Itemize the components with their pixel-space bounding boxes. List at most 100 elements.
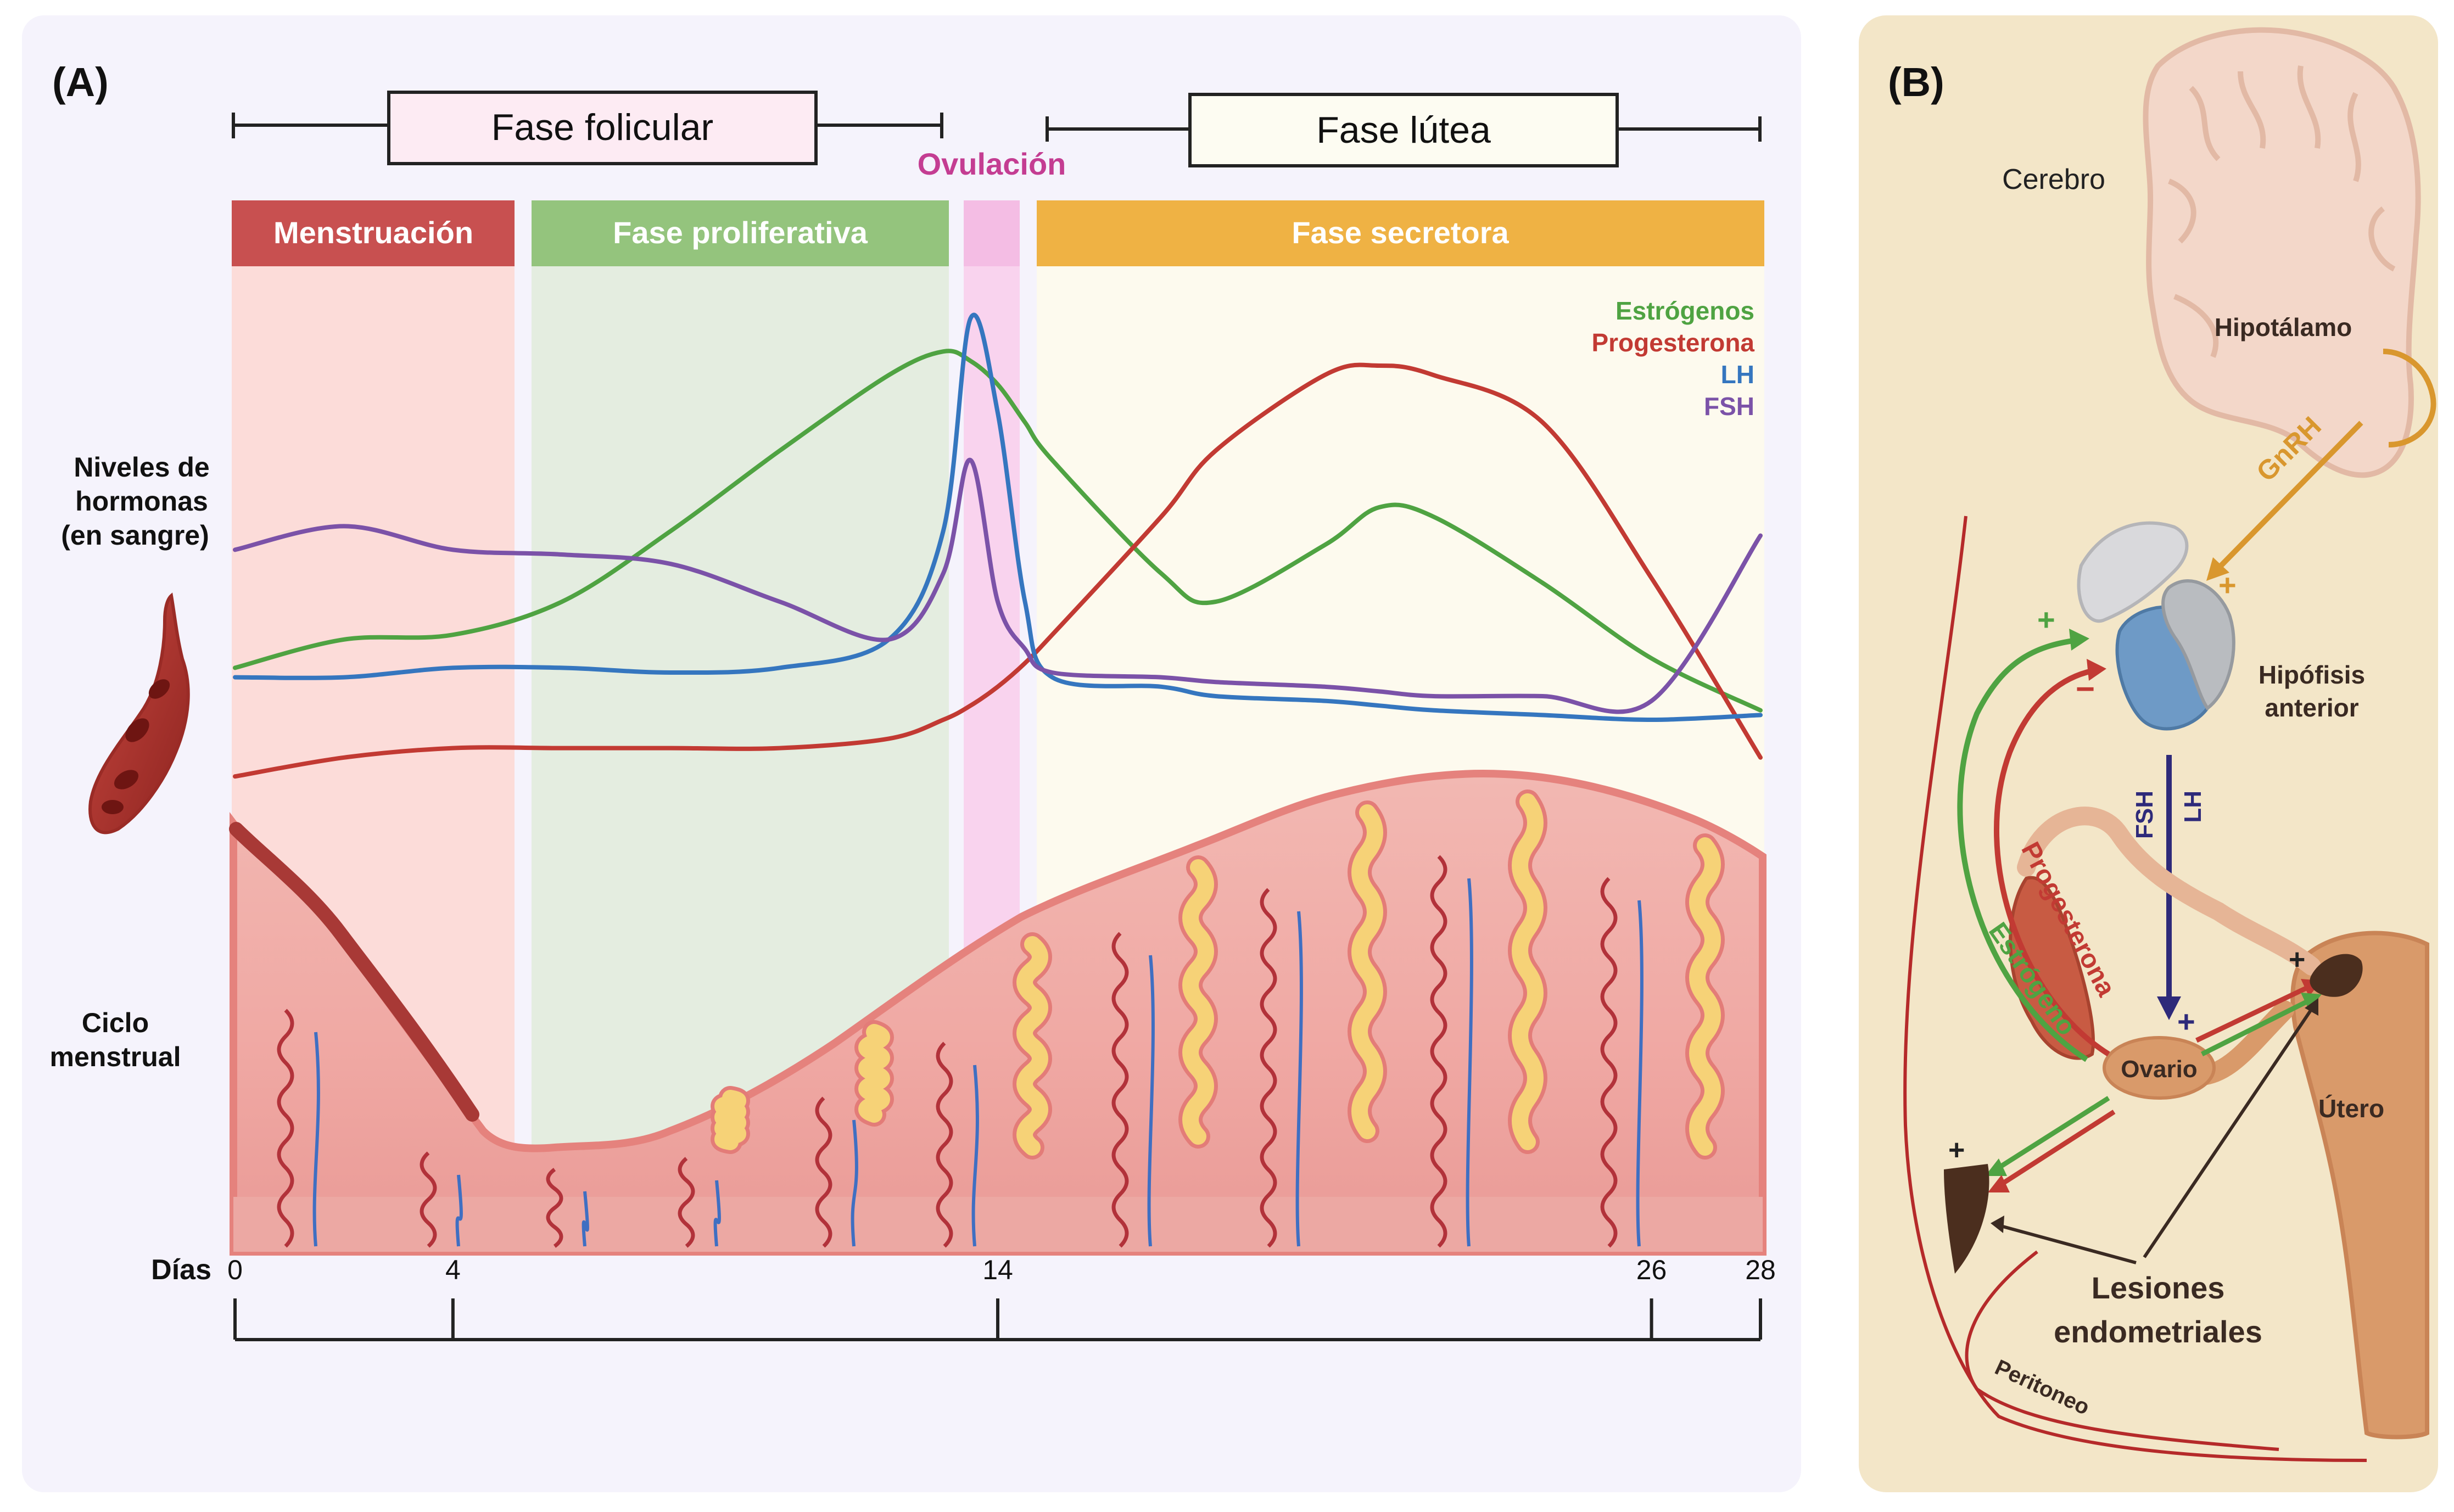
brain-label: Cerebro xyxy=(2002,164,2105,195)
luteal-phase-box xyxy=(1188,93,1619,167)
vein-1 xyxy=(455,1174,463,1247)
legend-lh: LH xyxy=(1721,360,1754,389)
day-tick-label-4: 28 xyxy=(1745,1255,1776,1285)
proliferative-header xyxy=(532,200,949,266)
vein-7 xyxy=(1295,911,1303,1247)
secretory-header-label: Fase secretora xyxy=(1292,215,1509,250)
uterus-shape xyxy=(2290,931,2429,1440)
luteal-phase-label: Fase lútea xyxy=(1316,109,1491,151)
gland-6 xyxy=(1689,837,1721,1156)
menstruation-header xyxy=(232,200,515,266)
legend: Estrógenos Progesterona LH FSH xyxy=(1591,296,1754,421)
hormone-levels-label-line2: hormonas xyxy=(75,486,208,517)
hormone-levels-label-line3: (en sangre) xyxy=(61,520,209,551)
panel-b-label: (B) xyxy=(1888,59,1944,105)
ovary-label: Ovario xyxy=(2121,1056,2197,1083)
progesterone-feedback-arrowhead xyxy=(2087,659,2106,681)
estrogen-feedback-arrowhead xyxy=(2069,629,2089,651)
estrogen-feedback-plus: + xyxy=(2037,602,2055,637)
gland-2 xyxy=(1016,936,1048,1156)
gland-4 xyxy=(1351,804,1383,1139)
day-tick-label-1: 4 xyxy=(445,1255,461,1285)
spiral-artery-2 xyxy=(546,1168,563,1248)
pituitary-icon xyxy=(2077,521,2235,731)
vein-4 xyxy=(851,1119,858,1247)
uterine-lesion xyxy=(2310,954,2363,997)
menstruation-header-label: Menstruación xyxy=(273,215,473,250)
gnrh-arrow xyxy=(2216,421,2363,570)
vein-3 xyxy=(713,1180,721,1247)
gland-5 xyxy=(1512,793,1544,1150)
endometrium-illustration xyxy=(229,770,1767,1256)
fsh-label: FSH xyxy=(2131,791,2158,839)
vein-2 xyxy=(582,1191,589,1247)
ovary-to-peritoneal-lesion-red-head xyxy=(1988,1175,2010,1192)
progesterone-feedback-arrow xyxy=(1993,667,2110,1057)
day-tick-label-2: 14 xyxy=(982,1255,1013,1285)
estrogen-feedback-arrow xyxy=(1957,637,2088,1062)
ovulation-label: Ovulación xyxy=(918,147,1066,181)
spiral-artery-1 xyxy=(420,1151,437,1248)
panel-a: (A) Fase folicular Fase lútea Ovulación … xyxy=(22,15,1801,1492)
gland-1 xyxy=(858,1024,890,1123)
ovary-to-peritoneal-lesion-green-head xyxy=(1985,1158,2007,1176)
legend-progesterone: Progesterona xyxy=(1591,328,1754,357)
fallopian-tube xyxy=(2017,807,2321,976)
peritoneum-outer xyxy=(1903,516,2367,1462)
pituitary-label-line2: anterior xyxy=(2265,693,2358,722)
fsh-lh-plus-sign: + xyxy=(2177,1004,2195,1039)
uterine-lesion-plus: + xyxy=(2289,944,2305,976)
blood-vessel-icon xyxy=(88,592,190,835)
spiral-artery-5 xyxy=(936,1041,953,1248)
lesion-pointer-peritoneal-head xyxy=(1991,1216,2004,1233)
stroma-base xyxy=(233,1197,1763,1252)
spiral-artery-9 xyxy=(1600,877,1618,1248)
proliferative-header-label: Fase proliferativa xyxy=(613,215,868,250)
ovary-to-uterine-lesion-green xyxy=(2200,996,2313,1057)
gnrh-plus-sign: + xyxy=(2218,568,2237,602)
spiral-artery-4 xyxy=(815,1096,832,1248)
lesion-pointer-peritoneal xyxy=(1998,1224,2137,1264)
hormone-curves xyxy=(233,312,1763,779)
day-tick-label-0: 0 xyxy=(227,1255,243,1285)
lesions-label-line2: endometriales xyxy=(2054,1314,2262,1349)
days-label: Días xyxy=(151,1254,211,1286)
menstrual-cycle-label-line1: Ciclo xyxy=(82,1007,149,1038)
secretory-header xyxy=(1037,200,1764,266)
ovary-to-uterine-lesion-red xyxy=(2195,983,2313,1043)
follicular-phase-label: Fase folicular xyxy=(491,107,713,148)
series-line-2 xyxy=(233,312,1763,722)
vein-9 xyxy=(1636,900,1644,1247)
peritoneal-lesion-plus: + xyxy=(1948,1134,1965,1166)
spiral-artery-6 xyxy=(1111,932,1129,1248)
lesions-label-line1: Lesiones xyxy=(2092,1270,2225,1305)
peritoneum-inner xyxy=(1965,1250,2279,1451)
lesion-pointer-uterine-head xyxy=(2305,998,2318,1016)
vein-0 xyxy=(312,1032,320,1247)
fsh-lh-arrowhead xyxy=(2157,996,2181,1020)
peritoneal-lesion xyxy=(1944,1164,1989,1274)
ovary-to-peritoneal-lesion-red xyxy=(1997,1110,2116,1188)
progesterone-feedback-minus: − xyxy=(2076,670,2095,707)
days-axis: 0 4 14 26 28 xyxy=(227,1255,1776,1341)
lh-label: LH xyxy=(2179,791,2206,823)
series-line-3 xyxy=(233,457,1763,714)
menstrual-cycle-label-line2: menstrual xyxy=(50,1041,181,1072)
vein-6 xyxy=(1147,955,1155,1247)
gnrh-arrowhead xyxy=(2206,557,2229,581)
pituitary-label-line1: Hipófisis xyxy=(2259,660,2365,689)
panel-b: (B) Cerebro Hipotálamo GnRH + Hipófisis … xyxy=(1859,15,2438,1492)
spiral-artery-0 xyxy=(277,1009,294,1248)
vein-8 xyxy=(1466,878,1473,1247)
vein-5 xyxy=(971,1065,979,1247)
spiral-artery-3 xyxy=(678,1157,695,1248)
ovary-to-uterine-lesion-green-head xyxy=(2301,993,2322,1010)
spiral-artery-8 xyxy=(1430,855,1447,1248)
ovulation-header xyxy=(964,200,1020,266)
spiral-artery-7 xyxy=(1260,888,1277,1248)
hormone-levels-label-line1: Niveles de xyxy=(74,452,209,483)
gland-3 xyxy=(1182,859,1214,1145)
endometrial-glands xyxy=(711,789,1725,1160)
ovary-to-peritoneal-lesion-green xyxy=(1994,1096,2110,1172)
brain-icon xyxy=(2143,27,2436,478)
